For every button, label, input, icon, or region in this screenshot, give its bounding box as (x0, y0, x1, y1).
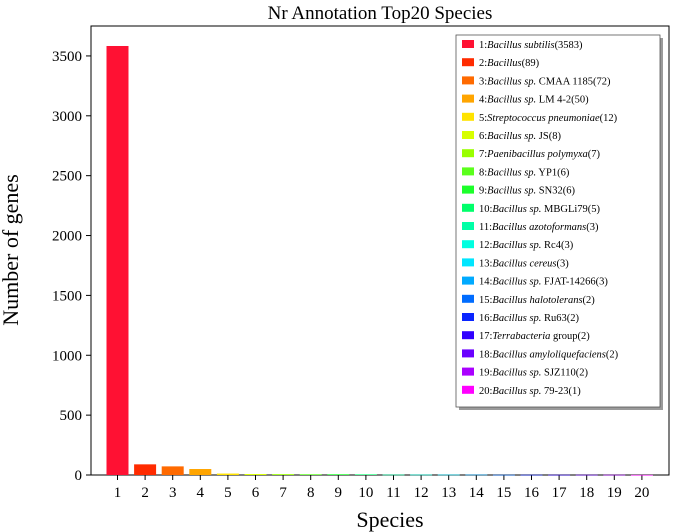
legend-label: 14:Bacillus sp. FJAT-14266(3) (479, 277, 608, 288)
legend-swatch (462, 203, 474, 212)
legend-label: 2:Bacillus(89) (479, 58, 540, 69)
legend-swatch (462, 240, 474, 249)
bar-9 (327, 474, 350, 475)
bar-13 (437, 474, 460, 476)
x-tick-label: 8 (307, 485, 315, 501)
legend-label: 18:Bacillus amyloliquefaciens(2) (479, 349, 619, 360)
legend-swatch (462, 313, 474, 321)
legend: 1:Bacillus subtilis(3583) 2:Bacillus(89) 3… (455, 34, 663, 410)
x-tick-label: 9 (335, 485, 343, 501)
legend-label: 17:Terrabacteria group(2) (479, 331, 590, 342)
bar-7 (272, 474, 295, 475)
legend-swatch (462, 76, 474, 85)
legend-swatch (462, 131, 474, 139)
legend-swatch (462, 258, 474, 267)
bar-17 (548, 474, 571, 476)
x-tick-label: 15 (496, 485, 511, 501)
legend-swatch (462, 385, 474, 394)
x-tick-label: 10 (358, 485, 373, 501)
legend-label: 8:Bacillus sp. YP1(6) (479, 167, 570, 178)
y-tick-label: 3500 (52, 49, 82, 65)
bar-18 (575, 474, 598, 476)
x-tick-label: 13 (441, 485, 456, 501)
legend-swatch (462, 276, 474, 285)
legend-label: 10:Bacillus sp. MBGLi79(5) (479, 204, 601, 215)
bar-6 (244, 474, 267, 475)
plot-area (90, 25, 670, 476)
legend-label: 7:Paenibacillus polymyxa(7) (479, 149, 601, 160)
y-tick-label: 2000 (52, 229, 82, 245)
y-tick-label: 0 (75, 468, 83, 484)
x-tick-label: 18 (579, 485, 594, 501)
legend-swatch (462, 167, 474, 176)
legend-label: 16:Bacillus sp. Ru63(2) (479, 313, 580, 324)
bar-12 (410, 474, 433, 476)
bars (106, 45, 653, 476)
legend-box (455, 34, 661, 408)
legend-label: 3:Bacillus sp. CMAA 1185(72) (479, 76, 611, 87)
legend-label: 19:Bacillus sp. SJZ110(2) (479, 368, 588, 379)
bar-15 (492, 474, 515, 476)
legend-label: 11:Bacillus azotoformans(3) (479, 222, 599, 233)
legend-label: 20:Bacillus sp. 79-23(1) (479, 386, 581, 397)
y-tick-label: 500 (60, 408, 83, 424)
x-tick-label: 4 (197, 485, 205, 501)
legend-swatch (462, 222, 474, 230)
legend-swatch (462, 331, 474, 340)
legend-label: 5:Streptococcus pneumoniae(12) (479, 113, 618, 124)
legend-label: 13:Bacillus cereus(3) (479, 258, 569, 269)
legend-label: 12:Bacillus sp. Rc4(3) (479, 240, 574, 251)
x-tick-label: 19 (607, 485, 622, 501)
y-tick-label: 1000 (52, 348, 82, 364)
x-tick-label: 20 (634, 485, 649, 501)
legend-swatch (462, 112, 474, 121)
legend-swatch (462, 94, 474, 103)
x-axis-label: Species (356, 507, 423, 532)
bar-19 (603, 474, 626, 476)
legend-label: 1:Bacillus subtilis(3583) (479, 40, 583, 51)
x-tick-label: 14 (469, 485, 485, 501)
y-axis-label: Number of genes (0, 174, 23, 326)
x-tick-label: 2 (141, 485, 149, 501)
bar-1 (106, 45, 129, 475)
bar-16 (520, 474, 543, 476)
legend-label: 15:Bacillus halotolerans(2) (479, 295, 595, 306)
x-tick-label: 16 (524, 485, 540, 501)
y-tick-label: 1500 (52, 288, 82, 304)
bar-2 (134, 464, 157, 475)
legend-swatch (462, 58, 474, 67)
legend-swatch (462, 40, 474, 48)
legend-swatch (462, 367, 474, 376)
bar-3 (161, 466, 184, 475)
x-tick-label: 7 (279, 485, 287, 501)
x-tick-label: 1 (114, 485, 122, 501)
x-tick-label: 3 (169, 485, 177, 501)
legend-swatch (462, 185, 474, 194)
bar-11 (382, 474, 405, 476)
bar-14 (465, 474, 488, 476)
x-tick-label: 17 (552, 485, 568, 501)
bar-5 (216, 473, 239, 475)
legend-label: 9:Bacillus sp. SN32(6) (479, 186, 575, 197)
legend-swatch (462, 294, 474, 303)
legend-label: 6:Bacillus sp. JS(8) (479, 131, 561, 142)
bar-10 (354, 474, 377, 476)
legend-swatch (462, 349, 474, 358)
legend-label: 4:Bacillus sp. LM 4-2(50) (479, 95, 589, 106)
x-tick-label: 11 (386, 485, 400, 501)
bar-8 (299, 474, 322, 475)
x-tick-label: 12 (414, 485, 429, 501)
y-tick-label: 2500 (52, 169, 82, 185)
x-axis: 1 2 3 4 5 6 7 8 9 10 11 12 13 14 15 16 17 18 19 20 (114, 475, 649, 501)
x-tick-label: 5 (224, 485, 232, 501)
legend-swatch (462, 149, 474, 158)
y-axis: 0 500 1000 1500 2000 2500 3000 3500 (52, 49, 91, 484)
x-tick-label: 6 (252, 485, 260, 501)
bar-20 (630, 474, 653, 476)
bar-4 (189, 469, 212, 475)
y-tick-label: 3000 (52, 109, 82, 125)
chart-title: Nr Annotation Top20 Species (268, 3, 493, 24)
